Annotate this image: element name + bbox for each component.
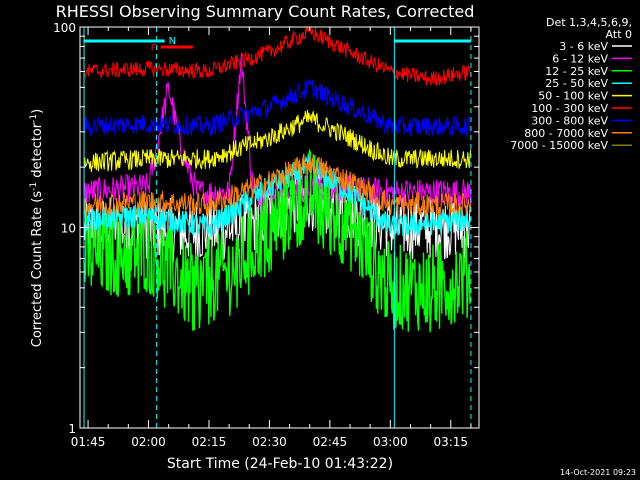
y-axis-label-end: ) [30, 109, 45, 114]
series-line-6 [83, 78, 472, 137]
x-tick-label: 02:30 [252, 435, 287, 449]
y-axis-label-mid: detector [30, 122, 45, 182]
x-axis-ticks: 01:45 02:00 02:15 02:30 02:45 03:00 03:15 [71, 27, 472, 449]
x-tick-label: 03:00 [373, 435, 408, 449]
x-tick-label: 02:00 [131, 435, 166, 449]
legend-label: 25 - 50 keV [545, 77, 608, 90]
footer-timestamp: 14-Oct-2021 09:23 [560, 468, 636, 477]
y-axis-label: Corrected Count Rate (s-1 detector-1) [29, 109, 45, 347]
y-tick-label: 10 [61, 222, 76, 236]
legend-header-1: Det 1,3,4,5,6,9, [546, 16, 632, 29]
y-axis-label-start: Corrected Count Rate (s [30, 191, 45, 348]
legend-label: 300 - 800 keV [531, 114, 608, 127]
legend-label: 3 - 6 keV [559, 40, 608, 53]
vertical-markers [83, 27, 472, 428]
legend-header-2: Att 0 [606, 28, 632, 41]
x-tick-label: 02:45 [313, 435, 348, 449]
y-tick-label: 1 [68, 422, 76, 436]
legend-label: 12 - 25 keV [545, 65, 608, 78]
flag-bars: NF [84, 36, 471, 54]
legend-label: 100 - 300 keV [531, 102, 608, 115]
flag-label: F [151, 43, 157, 54]
x-axis-label: Start Time (24-Feb-10 01:43:22) [167, 456, 393, 472]
x-tick-label: 01:45 [71, 435, 106, 449]
series-line-3 [83, 155, 472, 239]
legend-label: 800 - 7000 keV [524, 127, 608, 140]
y-axis-label-sup1: -1 [29, 182, 39, 191]
x-tick-label: 02:15 [192, 435, 227, 449]
flag-label: N [169, 36, 176, 47]
series-traces [83, 26, 472, 333]
series-line-4 [83, 109, 472, 173]
y-axis-ticks: 1 10 100 [53, 21, 479, 436]
chart-title: RHESSI Observing Summary Count Rates, Co… [56, 2, 475, 21]
legend-label: 6 - 12 keV [552, 52, 608, 65]
series-line-5 [83, 26, 472, 87]
series-line-7 [83, 153, 472, 218]
y-axis-label-sup2: -1 [29, 114, 39, 123]
x-tick-label: 03:15 [433, 435, 468, 449]
legend-label: 7000 - 15000 keV [510, 139, 608, 152]
y-tick-label: 100 [53, 21, 76, 35]
legend-label: 50 - 100 keV [538, 90, 608, 103]
